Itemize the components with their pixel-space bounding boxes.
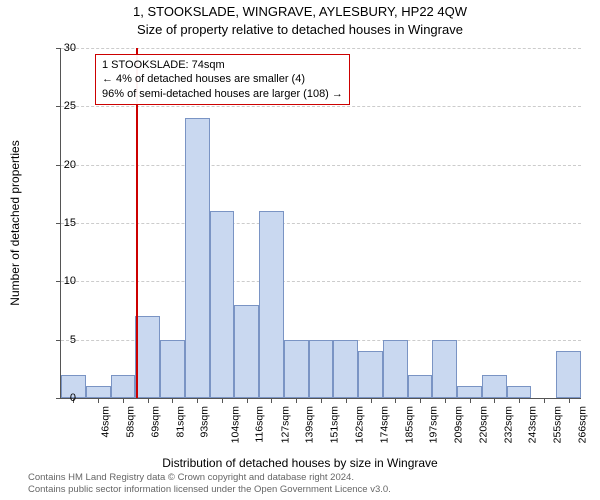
- histogram-bar: [383, 340, 408, 398]
- ytick-label: 25: [56, 100, 76, 112]
- xtick-label: 243sqm: [527, 406, 539, 443]
- xtick-label: 232sqm: [502, 406, 514, 443]
- histogram-bar: [482, 375, 507, 398]
- footnote-line-2: Contains public sector information licen…: [28, 484, 391, 496]
- gridline: [61, 48, 581, 49]
- histogram-bar: [284, 340, 309, 398]
- histogram-bar: [185, 118, 210, 398]
- xtick-mark: [321, 398, 322, 403]
- histogram-bar: [234, 305, 259, 398]
- xtick-label: 255sqm: [551, 406, 563, 443]
- xtick-label: 151sqm: [329, 406, 341, 443]
- xtick-mark: [544, 398, 545, 403]
- gridline: [61, 106, 581, 107]
- ytick-label: 15: [56, 217, 76, 229]
- footnote: Contains HM Land Registry data © Crown c…: [28, 472, 391, 496]
- x-axis-label: Distribution of detached houses by size …: [0, 456, 600, 470]
- xtick-label: 174sqm: [378, 406, 390, 443]
- chart-container: 1, STOOKSLADE, WINGRAVE, AYLESBURY, HP22…: [0, 0, 600, 500]
- gridline: [61, 281, 581, 282]
- ytick-label: 5: [56, 334, 76, 346]
- y-axis-label: Number of detached properties: [8, 140, 22, 305]
- ytick-label: 30: [56, 42, 76, 54]
- xtick-mark: [222, 398, 223, 403]
- histogram-bar: [333, 340, 358, 398]
- histogram-bar: [408, 375, 433, 398]
- info-line-3: 96% of semi-detached houses are larger (…: [102, 87, 343, 101]
- histogram-bar: [135, 316, 160, 398]
- chart-title-desc: Size of property relative to detached ho…: [0, 22, 600, 37]
- xtick-label: 81sqm: [174, 406, 186, 438]
- chart-title-address: 1, STOOKSLADE, WINGRAVE, AYLESBURY, HP22…: [0, 4, 600, 19]
- xtick-mark: [123, 398, 124, 403]
- xtick-label: 58sqm: [125, 406, 137, 438]
- xtick-mark: [494, 398, 495, 403]
- xtick-mark: [197, 398, 198, 403]
- xtick-label: 162sqm: [353, 406, 365, 443]
- xtick-label: 46sqm: [100, 406, 112, 438]
- footnote-line-1: Contains HM Land Registry data © Crown c…: [28, 472, 391, 484]
- histogram-bar: [160, 340, 185, 398]
- xtick-label: 93sqm: [199, 406, 211, 438]
- xtick-mark: [148, 398, 149, 403]
- histogram-bar: [358, 351, 383, 398]
- xtick-mark: [569, 398, 570, 403]
- xtick-label: 69sqm: [149, 406, 161, 438]
- gridline: [61, 165, 581, 166]
- info-line-2: ← 4% of detached houses are smaller (4): [102, 72, 343, 86]
- histogram-bar: [457, 386, 482, 398]
- xtick-mark: [98, 398, 99, 403]
- ytick-label: 10: [56, 275, 76, 287]
- xtick-label: 116sqm: [254, 406, 266, 443]
- xtick-mark: [271, 398, 272, 403]
- plot-area: 1 STOOKSLADE: 74sqm ← 4% of detached hou…: [60, 48, 581, 399]
- ytick-label: 20: [56, 159, 76, 171]
- xtick-mark: [470, 398, 471, 403]
- histogram-bar: [309, 340, 334, 398]
- xtick-label: 266sqm: [576, 406, 588, 443]
- gridline: [61, 223, 581, 224]
- marker-info-box: 1 STOOKSLADE: 74sqm ← 4% of detached hou…: [95, 54, 350, 105]
- histogram-bar: [432, 340, 457, 398]
- histogram-bar: [507, 386, 532, 398]
- xtick-mark: [519, 398, 520, 403]
- xtick-label: 185sqm: [403, 406, 415, 443]
- info-line-1: 1 STOOKSLADE: 74sqm: [102, 58, 343, 72]
- xtick-label: 220sqm: [477, 406, 489, 443]
- histogram-bar: [86, 386, 111, 398]
- xtick-mark: [445, 398, 446, 403]
- xtick-mark: [371, 398, 372, 403]
- xtick-label: 197sqm: [428, 406, 440, 443]
- xtick-mark: [346, 398, 347, 403]
- xtick-label: 127sqm: [279, 406, 291, 443]
- xtick-mark: [420, 398, 421, 403]
- xtick-mark: [172, 398, 173, 403]
- xtick-mark: [395, 398, 396, 403]
- histogram-bar: [111, 375, 136, 398]
- xtick-mark: [247, 398, 248, 403]
- histogram-bar: [210, 211, 235, 398]
- histogram-bar: [556, 351, 581, 398]
- histogram-bar: [259, 211, 284, 398]
- xtick-label: 139sqm: [304, 406, 316, 443]
- xtick-label: 209sqm: [452, 406, 464, 443]
- xtick-mark: [296, 398, 297, 403]
- xtick-label: 104sqm: [230, 406, 242, 443]
- ytick-label: 0: [56, 392, 76, 404]
